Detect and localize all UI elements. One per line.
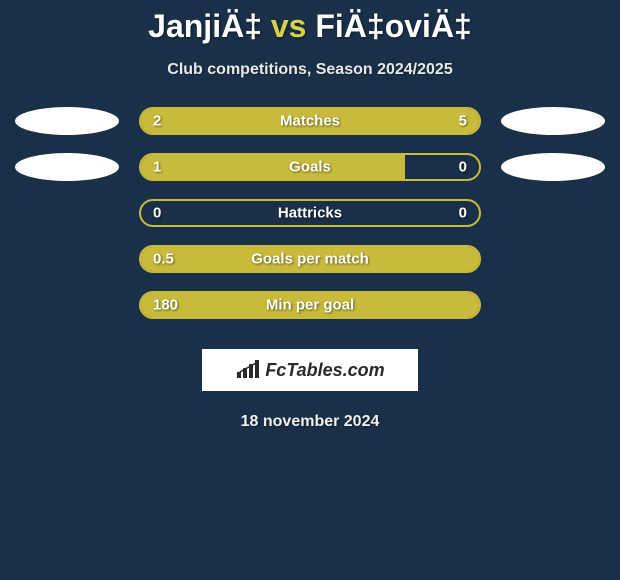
stat-row: 1 Goals 0 bbox=[15, 153, 605, 181]
stat-left-value: 2 bbox=[153, 113, 161, 130]
stat-left-value: 0 bbox=[153, 205, 161, 222]
stat-row: 0.5 Goals per match bbox=[15, 245, 605, 273]
subtitle: Club competitions, Season 2024/2025 bbox=[167, 61, 452, 79]
stat-label: Matches bbox=[280, 113, 340, 130]
left-marker bbox=[15, 107, 119, 135]
stat-row: 180 Min per goal bbox=[15, 291, 605, 319]
stat-left-value: 180 bbox=[153, 297, 178, 314]
stat-bar: 1 Goals 0 bbox=[139, 153, 481, 181]
stat-left-value: 0.5 bbox=[153, 251, 174, 268]
date-label: 18 november 2024 bbox=[241, 413, 380, 431]
stat-bar: 0 Hattricks 0 bbox=[139, 199, 481, 227]
left-marker bbox=[15, 153, 119, 181]
stat-label: Hattricks bbox=[278, 205, 342, 222]
stat-bar: 180 Min per goal bbox=[139, 291, 481, 319]
stat-bar: 2 Matches 5 bbox=[139, 107, 481, 135]
stat-bar: 0.5 Goals per match bbox=[139, 245, 481, 273]
stat-right-value: 5 bbox=[459, 113, 467, 130]
bars-icon bbox=[235, 360, 261, 380]
right-marker bbox=[501, 107, 605, 135]
left-fill bbox=[141, 155, 405, 179]
stat-label: Goals per match bbox=[251, 251, 369, 268]
stat-left-value: 1 bbox=[153, 159, 161, 176]
right-marker bbox=[501, 153, 605, 181]
player2-name: FiÄ‡oviÄ‡ bbox=[315, 8, 471, 44]
stat-label: Goals bbox=[289, 159, 331, 176]
comparison-card: JanjiÄ‡ vs FiÄ‡oviÄ‡ Club competitions, … bbox=[0, 0, 620, 431]
stat-row: 0 Hattricks 0 bbox=[15, 199, 605, 227]
right-fill bbox=[236, 109, 479, 133]
stats-list: 2 Matches 5 1 Goals 0 0 Hattricks 0 0.5 Goals per … bbox=[15, 107, 605, 337]
vs-label: vs bbox=[271, 8, 307, 44]
page-title: JanjiÄ‡ vs FiÄ‡oviÄ‡ bbox=[148, 8, 472, 45]
stat-right-value: 0 bbox=[459, 205, 467, 222]
stat-right-value: 0 bbox=[459, 159, 467, 176]
source-logo: FcTables.com bbox=[202, 349, 418, 391]
stat-label: Min per goal bbox=[266, 297, 354, 314]
logo-text: FcTables.com bbox=[265, 360, 384, 381]
player1-name: JanjiÄ‡ bbox=[148, 8, 262, 44]
stat-row: 2 Matches 5 bbox=[15, 107, 605, 135]
